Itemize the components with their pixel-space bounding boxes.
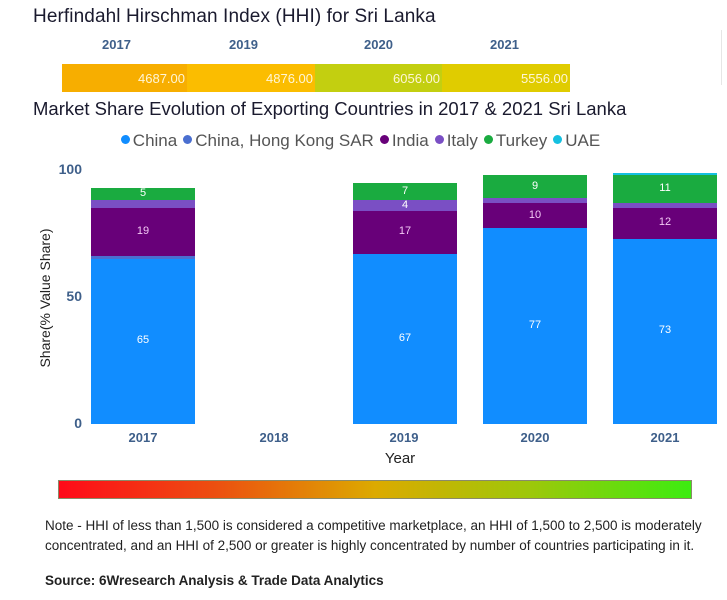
bar-segment-india[interactable]: 12 (613, 208, 717, 239)
x-tick-label: 2021 (650, 430, 680, 445)
data-label: 11 (659, 182, 671, 195)
chart-title: Market Share Evolution of Exporting Coun… (33, 98, 627, 119)
legend-marker-icon (183, 135, 193, 144)
data-label: 10 (528, 208, 542, 221)
data-label: 73 (658, 324, 672, 337)
legend-item[interactable]: China, Hong Kong SAR (183, 131, 374, 151)
x-tick-label: 2018 (259, 430, 289, 445)
legend-label: China, Hong Kong SAR (195, 131, 374, 150)
hhi-value-cell: 5556.00 (442, 64, 570, 92)
bar-segment-china[interactable]: 73 (613, 238, 717, 424)
bar-segment-italy[interactable]: 4 (353, 198, 457, 211)
note-text: Note - HHI of less than 1,500 is conside… (45, 518, 702, 553)
x-axis-label: Year (384, 450, 416, 467)
x-tick-label: 2020 (520, 430, 550, 445)
hhi-value-cell: 4687.00 (62, 64, 187, 92)
data-label: 7 (401, 184, 409, 197)
legend-label: Turkey (495, 131, 548, 150)
legend-item[interactable]: Italy (434, 131, 478, 151)
legend-item[interactable]: UAE (553, 131, 600, 151)
hhi-value: 5556.00 (521, 70, 568, 86)
data-label: 12 (658, 216, 672, 229)
legend-marker-icon (379, 135, 389, 144)
bar-segment-india[interactable]: 17 (353, 210, 457, 254)
legend-marker-icon (434, 135, 444, 144)
bar-segment-china-hong-kong-sar[interactable] (91, 256, 195, 259)
bar-segment-china[interactable]: 65 (91, 258, 195, 424)
bar-segment-italy[interactable] (483, 197, 587, 204)
y-tick-label: 100 (58, 161, 82, 177)
data-label: 77 (528, 319, 542, 332)
y-tick-label: 50 (66, 288, 82, 304)
bar-segment-china[interactable]: 67 (353, 253, 457, 424)
bar-segment-india[interactable]: 10 (483, 203, 587, 229)
data-label: 17 (398, 225, 412, 238)
legend-item[interactable]: India (379, 131, 429, 151)
bar-segment-china[interactable]: 77 (483, 228, 587, 424)
hhi-value: 6056.00 (393, 70, 440, 86)
data-label: 67 (398, 331, 412, 344)
hhi-value: 4687.00 (138, 70, 185, 86)
hhi-value: 4876.00 (266, 70, 313, 86)
bar-segment-uae[interactable] (613, 172, 717, 176)
bar-segment-turkey[interactable]: 11 (613, 175, 717, 204)
legend-label: UAE (565, 131, 601, 150)
legend-marker-icon (483, 135, 493, 144)
bar-segment-india[interactable]: 19 (91, 208, 195, 257)
hhi-value-cell: 4876.00 (187, 64, 315, 92)
hhi-title: Herfindahl Hirschman Index (HHI) for Sri… (33, 6, 436, 27)
hhi-color-scale (58, 480, 692, 499)
source-text: Source: 6Wresearch Analysis & Trade Data… (45, 573, 384, 588)
divider (721, 30, 722, 85)
hhi-year-label: 2017 (102, 37, 131, 52)
legend-label: India (391, 131, 429, 150)
hhi-value-cell: 6056.00 (315, 64, 442, 92)
data-label: 9 (531, 179, 539, 192)
data-label: 19 (136, 225, 150, 238)
legend-label: China (132, 131, 178, 150)
legend-item[interactable]: China (120, 131, 178, 151)
hhi-year-label: 2020 (364, 37, 393, 52)
data-label: 65 (136, 334, 150, 347)
bar-segment-italy[interactable] (613, 203, 717, 209)
legend-item[interactable]: Turkey (483, 131, 548, 151)
bar-segment-turkey[interactable]: 9 (483, 175, 587, 198)
hhi-year-label: 2019 (229, 37, 258, 52)
legend-marker-icon (120, 135, 130, 144)
bar-segment-turkey[interactable]: 7 (353, 182, 457, 201)
legend-label: Italy (446, 131, 478, 150)
x-tick-label: 2017 (128, 430, 158, 445)
data-label: 5 (139, 187, 147, 200)
bar-segment-italy[interactable] (91, 200, 195, 209)
chart-legend: China China, Hong Kong SAR India Italy Turke… (0, 131, 727, 151)
bar-segment-turkey[interactable]: 5 (91, 187, 195, 201)
y-tick-label: 0 (74, 415, 82, 431)
legend-marker-icon (553, 135, 563, 144)
hhi-year-label: 2021 (490, 37, 519, 52)
data-label: 4 (401, 198, 409, 211)
x-tick-label: 2019 (389, 430, 419, 445)
